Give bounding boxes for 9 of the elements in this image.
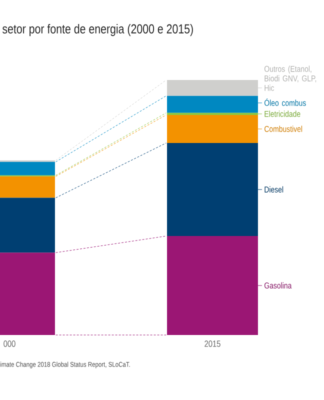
x-tick-label: 2015 [204,340,220,347]
legend-label: Diesel [264,186,284,193]
chart-title: setor por fonte de energia (2000 e 2015) [2,24,193,36]
legend-label: Óleo combus [264,98,306,106]
x-tick-label: 000 [4,340,16,347]
legend-label: Gasolina [264,282,292,289]
legend-label: Eletricidade [264,110,300,117]
series-label: Outros (Etanol, Biodi GNV, GLP, Hic [264,66,316,91]
legend-label: Combustivel [264,126,302,132]
